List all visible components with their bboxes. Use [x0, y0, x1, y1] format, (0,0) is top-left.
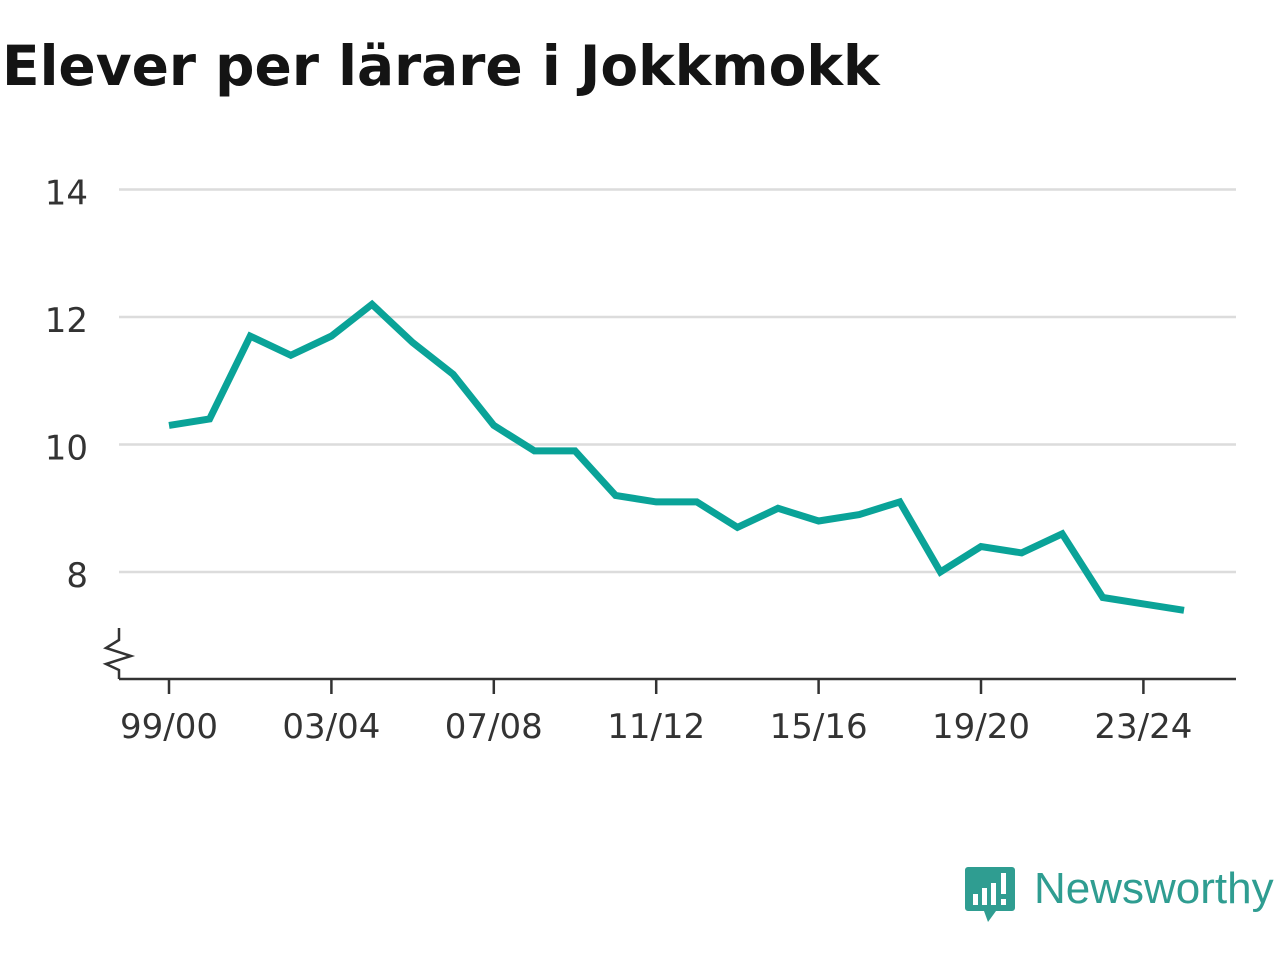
x-tick-label: 11/12 [607, 707, 705, 747]
x-tick-label: 15/16 [770, 707, 868, 747]
y-tick-label: 14 [45, 174, 88, 214]
x-tick-label: 99/00 [120, 707, 218, 747]
series-line [168, 299, 1185, 614]
x-tick-label: 07/08 [445, 707, 543, 747]
y-tick-label: 8 [66, 556, 88, 596]
axes: 8 10 12 14 99/00 03/04 07/08 11/12 15/16 19/20 23/… [45, 174, 1236, 747]
y-tick-label: 10 [45, 429, 88, 469]
x-tick-label: 19/20 [932, 707, 1030, 747]
series-layer [168, 299, 1185, 614]
brand-name: Newsworthy [1034, 864, 1274, 913]
chart-title: Elever per lärare i Jokkmokk [2, 34, 880, 98]
y-tick-label: 12 [45, 301, 88, 341]
chart-speech-bubble-icon [965, 867, 1015, 922]
x-tick-label: 23/24 [1094, 707, 1192, 747]
newsworthy-logo: Newsworthy [964, 864, 1274, 926]
x-tick-label: 03/04 [282, 707, 380, 747]
gridlines [119, 188, 1236, 574]
axis-break-icon [102, 628, 136, 679]
